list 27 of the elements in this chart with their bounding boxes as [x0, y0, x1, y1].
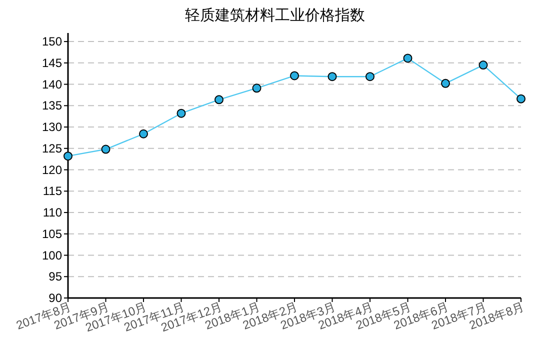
- point: [139, 129, 148, 138]
- y-tick-label: 145: [42, 56, 62, 70]
- y-tick-label: 140: [42, 77, 62, 92]
- point: [366, 72, 374, 82]
- y-tick-label: 100: [42, 248, 62, 262]
- point: [64, 152, 72, 161]
- point: [176, 108, 186, 118]
- point: [101, 144, 110, 154]
- chart-title: 轻质建筑材料工业价格指数: [185, 7, 365, 24]
- y-tick-label: 115: [42, 184, 62, 198]
- point: [252, 84, 262, 93]
- y-tick-label: 110: [42, 206, 62, 220]
- point: [441, 78, 450, 88]
- point: [214, 95, 224, 104]
- y-tick-label: 95: [48, 270, 62, 284]
- y-tick-label: 120: [42, 162, 62, 177]
- y-tick-label: 125: [42, 141, 62, 156]
- point: [403, 54, 412, 63]
- y-tick-label: 90: [48, 291, 62, 305]
- y-tick-label: 150: [42, 34, 62, 49]
- y-tick-label: 105: [42, 226, 62, 241]
- y-tick-label: 135: [42, 98, 62, 113]
- point: [328, 72, 337, 82]
- point: [290, 71, 299, 80]
- y-tick-label: 130: [42, 120, 62, 134]
- point: [478, 60, 488, 70]
- point: [516, 94, 526, 104]
